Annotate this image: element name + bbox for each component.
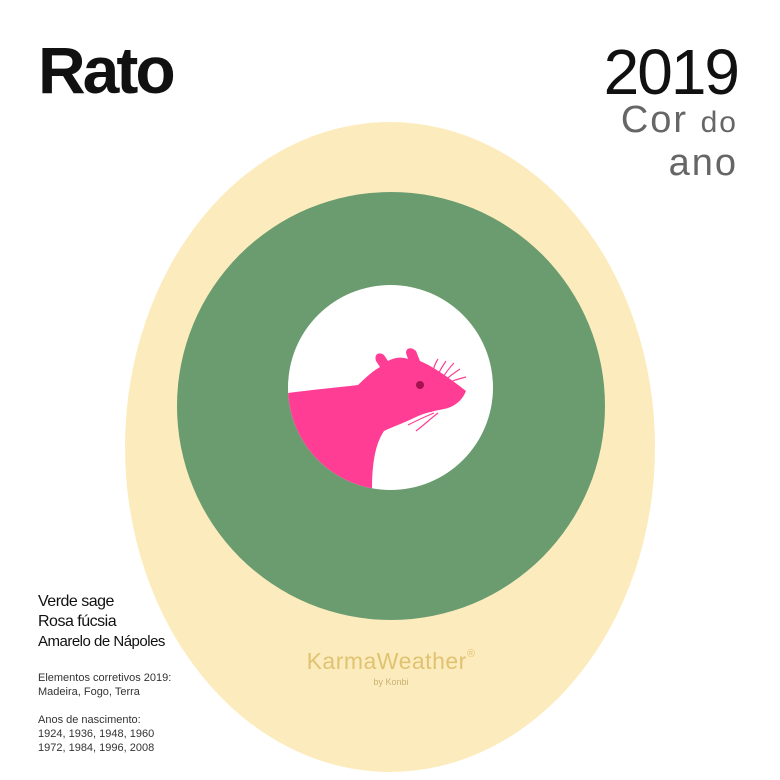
birth-years-line-1: 1924, 1936, 1948, 1960: [38, 728, 155, 740]
corrective-elements-label: Elementos corretivos 2019:: [38, 672, 172, 684]
brand-logo: KarmaWeather® by Konbi: [296, 648, 486, 687]
rat-body-shape: [288, 348, 466, 490]
color-item-fuchsia: Rosa fúcsia: [38, 613, 117, 630]
color-item-naples: Amarelo de Nápoles: [38, 633, 165, 650]
subtitle-word-3: ano: [668, 142, 738, 184]
corrective-elements-value: Madeira, Fogo, Terra: [38, 686, 140, 698]
brand-company: Konbi: [385, 677, 409, 687]
brand-by: by: [373, 677, 383, 687]
rat-eye: [416, 381, 424, 389]
corrective-elements: Elementos corretivos 2019: Madeira, Fogo…: [38, 671, 171, 699]
color-list: Verde sage Rosa fúcsia Amarelo de Nápole…: [38, 592, 165, 652]
rat-whiskers: [403, 358, 467, 432]
subtitle-word-1: Cor: [620, 99, 689, 141]
year-label: 2019: [603, 36, 740, 108]
white-inner-circle: [288, 285, 493, 490]
brand-name: KarmaWeather: [306, 648, 467, 674]
birth-years-line-2: 1972, 1984, 1996, 2008: [38, 742, 155, 754]
rat-icon: [288, 348, 467, 490]
page-title: Rato: [38, 33, 176, 107]
birth-years: Anos de nascimento: 1924, 1936, 1948, 19…: [38, 713, 154, 755]
subtitle-word-2: do: [700, 106, 738, 139]
subtitle: Cor do ano: [621, 100, 738, 183]
brand-registered: ®: [466, 648, 476, 660]
color-item-sage: Verde sage: [38, 593, 114, 610]
birth-years-label: Anos de nascimento:: [38, 714, 141, 726]
